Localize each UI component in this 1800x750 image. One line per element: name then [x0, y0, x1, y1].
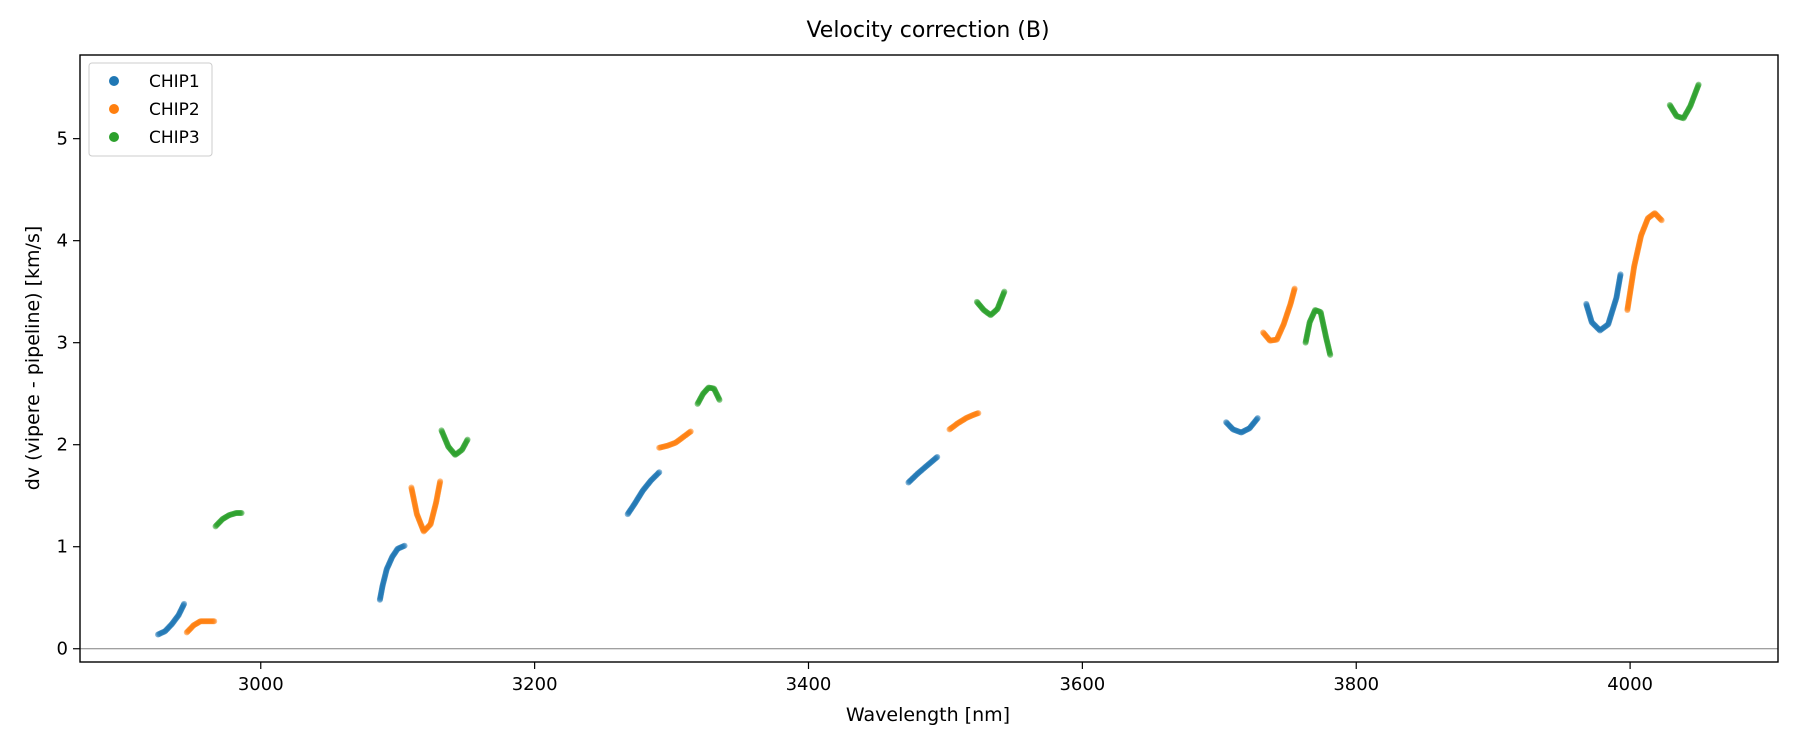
data-point	[181, 600, 188, 607]
data-point	[1254, 415, 1261, 422]
x-tick-label: 4000	[1607, 674, 1653, 695]
y-axis-label: dv (vipere - pipeline) [km/s]	[22, 226, 44, 491]
legend-label: CHIP2	[149, 100, 200, 120]
series-chip3	[212, 81, 1702, 530]
series-chip1	[155, 271, 1624, 638]
y-axis-ticks: 0 1 2 3 4 5	[57, 129, 80, 660]
legend-marker	[109, 132, 119, 142]
data-point	[211, 618, 218, 625]
data-point	[1001, 288, 1008, 295]
legend: CHIP1 CHIP2 CHIP3	[88, 62, 213, 157]
x-axis-label: Wavelength [nm]	[846, 704, 1010, 726]
data-point	[934, 453, 941, 460]
data-point	[1658, 217, 1665, 224]
y-tick-label: 0	[57, 639, 68, 660]
x-tick-label: 3000	[238, 674, 284, 695]
data-point	[1327, 351, 1334, 358]
x-tick-label: 3200	[512, 674, 558, 695]
x-tick-label: 3400	[786, 674, 832, 695]
data-point	[975, 410, 982, 417]
x-tick-label: 3800	[1333, 674, 1379, 695]
data-points-layer	[155, 81, 1702, 638]
y-tick-label: 5	[57, 129, 68, 150]
data-point	[1617, 271, 1624, 278]
y-tick-label: 2	[57, 435, 68, 456]
legend-marker	[109, 104, 119, 114]
data-point	[1695, 81, 1702, 88]
data-point	[401, 542, 408, 549]
y-tick-label: 1	[57, 537, 68, 558]
chart-title: Velocity correction (B)	[806, 18, 1049, 43]
legend-label: CHIP3	[149, 128, 200, 148]
data-point	[437, 478, 444, 485]
plot-frame	[79, 54, 1779, 663]
data-point	[464, 436, 471, 443]
data-point	[716, 396, 723, 403]
x-axis-ticks: 3000 3200 3400 3600 3800 4000	[238, 662, 1653, 695]
data-point	[687, 428, 694, 435]
data-point	[656, 469, 663, 476]
x-tick-label: 3600	[1059, 674, 1105, 695]
data-point	[1291, 285, 1298, 292]
legend-box	[88, 62, 213, 157]
legend-label: CHIP1	[149, 72, 200, 92]
legend-marker	[109, 76, 119, 86]
y-tick-label: 3	[57, 333, 68, 354]
data-point	[238, 510, 245, 517]
y-tick-label: 4	[57, 231, 68, 252]
series-chip2	[183, 210, 1665, 636]
